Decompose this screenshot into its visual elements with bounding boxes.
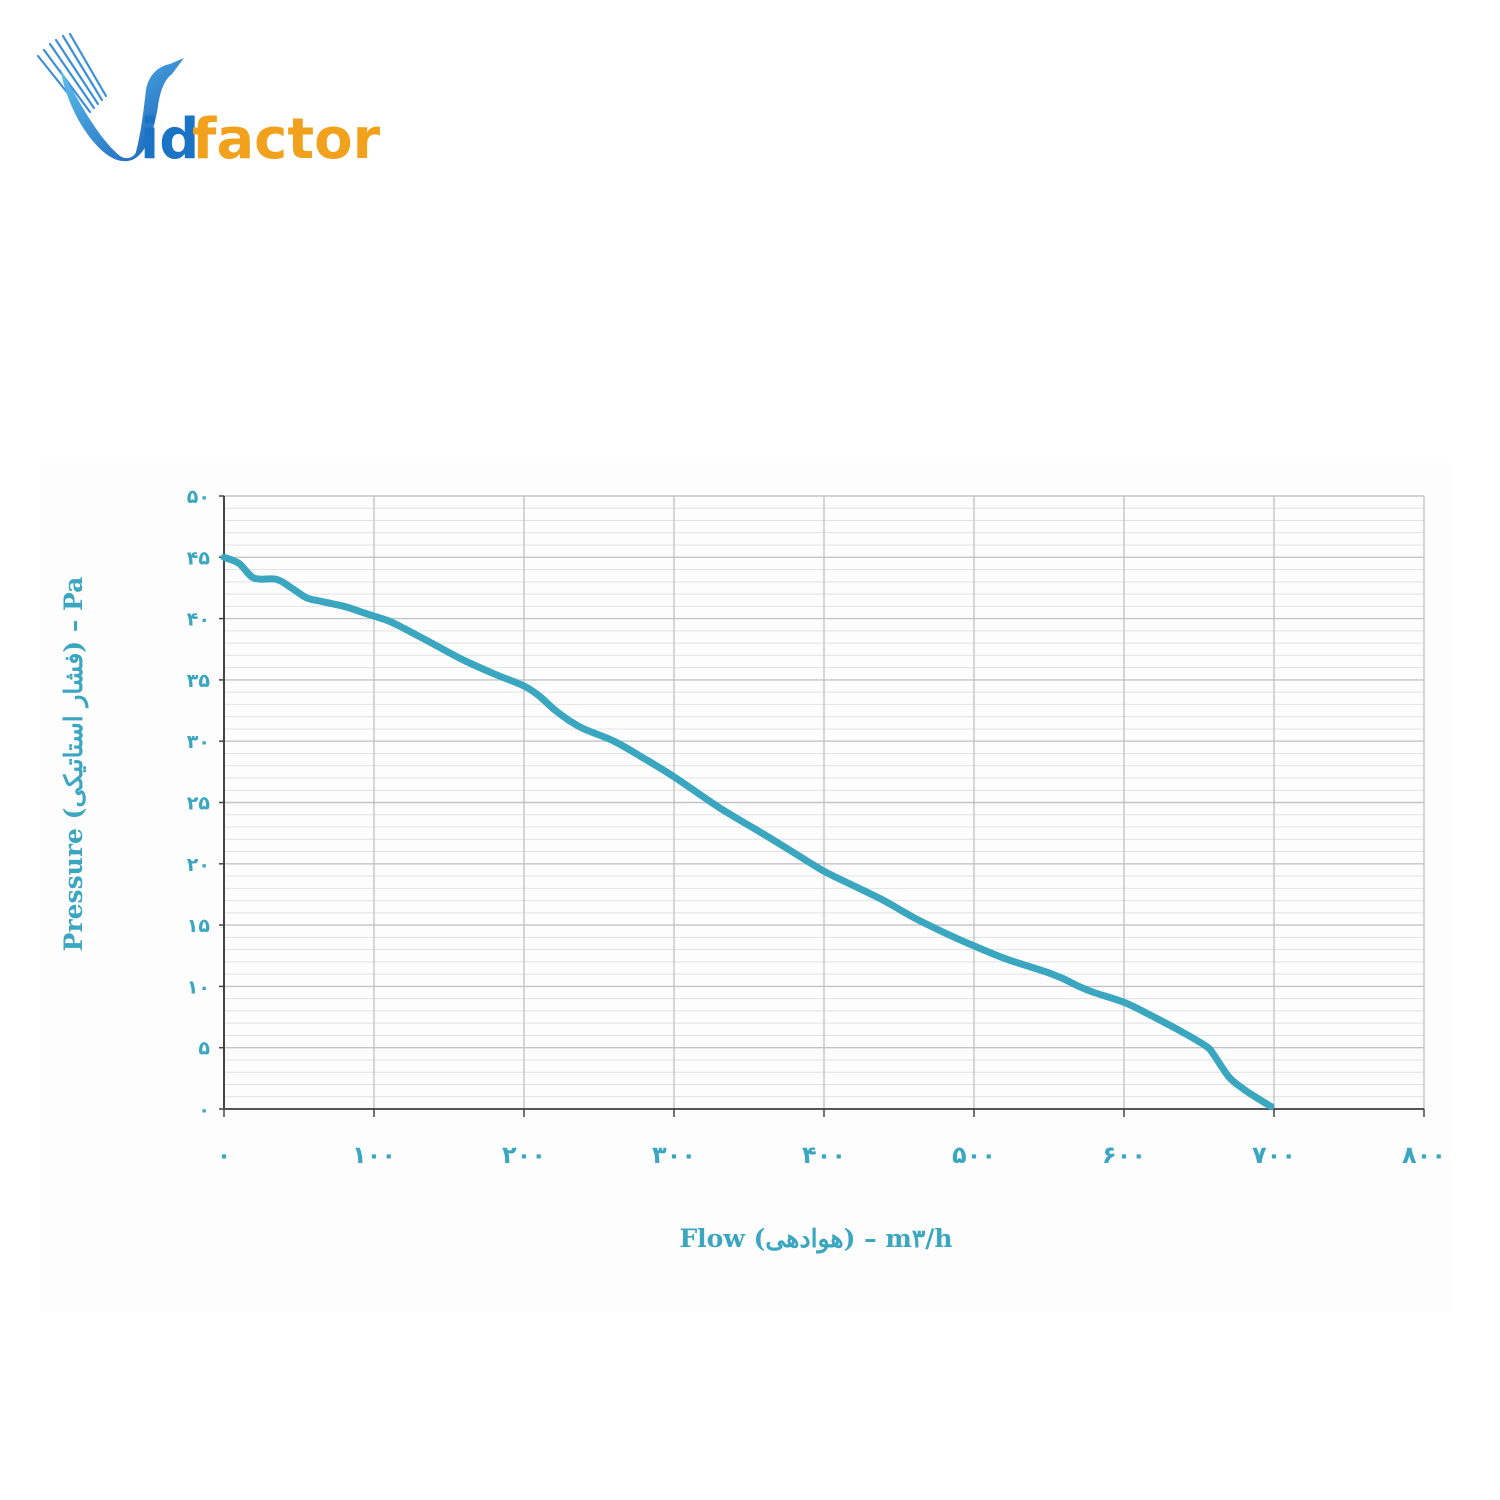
x-axis-title: Flow (هوادهی) – m۳/h [679,1224,952,1254]
logo-v-bird-shape [60,58,184,162]
chart-series [220,553,1275,1110]
y-tick-label: ۲۰ [187,854,210,876]
vidfactor-logo: id factor [30,28,381,172]
x-tick-label: ۶۰۰ [1102,1141,1146,1169]
y-tick-label: ۵۰ [187,486,210,508]
y-tick-label: ۵ [198,1038,210,1060]
y-tick-label: ۱۵ [187,915,211,937]
x-tick-label: ۰ [217,1141,232,1169]
logo-text-id: id [140,107,199,168]
y-axis-title: Pressure (فشار استاتیکی) – Pa [59,577,89,952]
pressure-flow-chart: ۰ ۵ ۱۰ ۱۵ ۲۰ ۲۵ ۳۰ ۳۵ ۴۰ ۴۵ ۵۰ ۰ ۱۰۰ ۲۰۰ ۳۰۰ ۴۰۰ ۵۰۰ ۶۰۰… [59,486,1446,1254]
y-tick-label: ۰ [198,1099,210,1121]
y-tick-label: ۴۵ [187,547,211,569]
x-tick-label: ۷۰۰ [1252,1141,1296,1169]
chart-panel: ۰ ۵ ۱۰ ۱۵ ۲۰ ۲۵ ۳۰ ۳۵ ۴۰ ۴۵ ۵۰ ۰ ۱۰۰ ۲۰۰ ۳۰۰ ۴۰۰ ۵۰۰ ۶۰۰… [40,462,1450,1310]
x-tick-label: ۸۰۰ [1402,1141,1446,1169]
y-tick-label: ۳۵ [187,670,211,692]
x-tick-label: ۱۰۰ [352,1141,396,1169]
chart-axes [219,495,1425,1117]
logo-graphic: id factor [36,32,381,172]
grid-major-lines [223,495,1425,1110]
y-tick-labels: ۰ ۵ ۱۰ ۱۵ ۲۰ ۲۵ ۳۰ ۳۵ ۴۰ ۴۵ ۵۰ [187,486,211,1121]
y-tick-label: ۴۰ [187,609,210,631]
x-tick-labels: ۰ ۱۰۰ ۲۰۰ ۳۰۰ ۴۰۰ ۵۰۰ ۶۰۰ ۷۰۰ ۸۰۰ [217,1141,1446,1169]
x-tick-label: ۲۰۰ [502,1141,546,1169]
y-tick-label: ۳۰ [187,731,210,753]
logo-text-factor: factor [192,107,380,168]
series-line-pressure-curve [220,553,1275,1110]
y-tick-label: ۱۰ [187,976,210,998]
x-tick-label: ۴۰۰ [802,1141,846,1169]
x-tick-label: ۵۰۰ [952,1141,996,1169]
y-tick-label: ۲۵ [187,793,211,815]
x-tick-label: ۳۰۰ [652,1141,696,1169]
